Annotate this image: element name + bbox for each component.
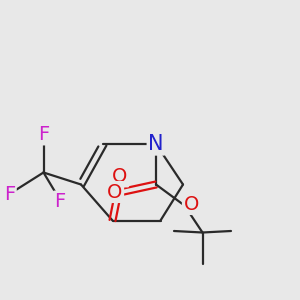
- Text: O: O: [112, 167, 128, 186]
- Text: O: O: [107, 182, 123, 202]
- Text: F: F: [38, 125, 49, 144]
- Text: F: F: [4, 184, 15, 204]
- Text: F: F: [54, 192, 66, 211]
- Text: N: N: [148, 134, 164, 154]
- Text: O: O: [183, 194, 199, 214]
